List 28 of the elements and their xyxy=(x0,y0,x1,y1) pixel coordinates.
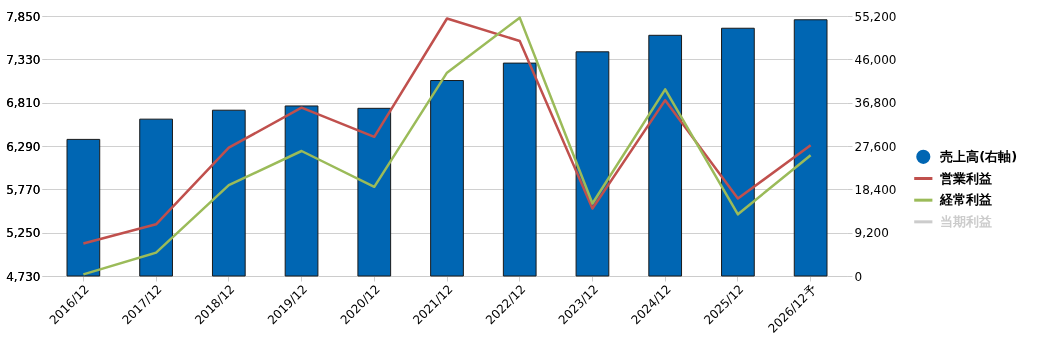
bar xyxy=(284,105,319,277)
bar xyxy=(430,80,464,277)
bar xyxy=(66,138,101,277)
legend-label: 営業利益 xyxy=(940,170,993,186)
bar xyxy=(139,118,173,277)
legend-label: 売上高(右軸) xyxy=(940,148,1018,164)
bar xyxy=(793,19,828,277)
y2-tick-label: 36,800 xyxy=(854,96,897,111)
y2-tick-label: 0 xyxy=(854,269,863,284)
y-tick-label: 7,850 xyxy=(6,9,41,24)
y-tick-label: 4,730 xyxy=(6,269,41,284)
y-tick-label: 7,330 xyxy=(6,52,41,67)
y-tick-label: 6,810 xyxy=(6,96,41,111)
bar xyxy=(502,62,537,277)
y2-tick-label: 46,000 xyxy=(854,52,897,67)
y-tick-label: 5,250 xyxy=(6,226,41,241)
y2-tick-label: 18,400 xyxy=(854,182,897,197)
y2-tick-label: 27,600 xyxy=(854,139,897,154)
y2-tick-label: 55,200 xyxy=(854,9,897,24)
bar xyxy=(211,109,246,277)
bar xyxy=(357,107,392,277)
y-tick-label: 6,290 xyxy=(6,139,41,154)
y2-tick-label: 9,200 xyxy=(854,226,889,241)
bar xyxy=(721,27,755,277)
bar xyxy=(648,34,683,277)
y-tick-label: 5,770 xyxy=(6,182,41,197)
legend-label: 経常利益 xyxy=(939,192,993,208)
bar xyxy=(575,51,610,277)
